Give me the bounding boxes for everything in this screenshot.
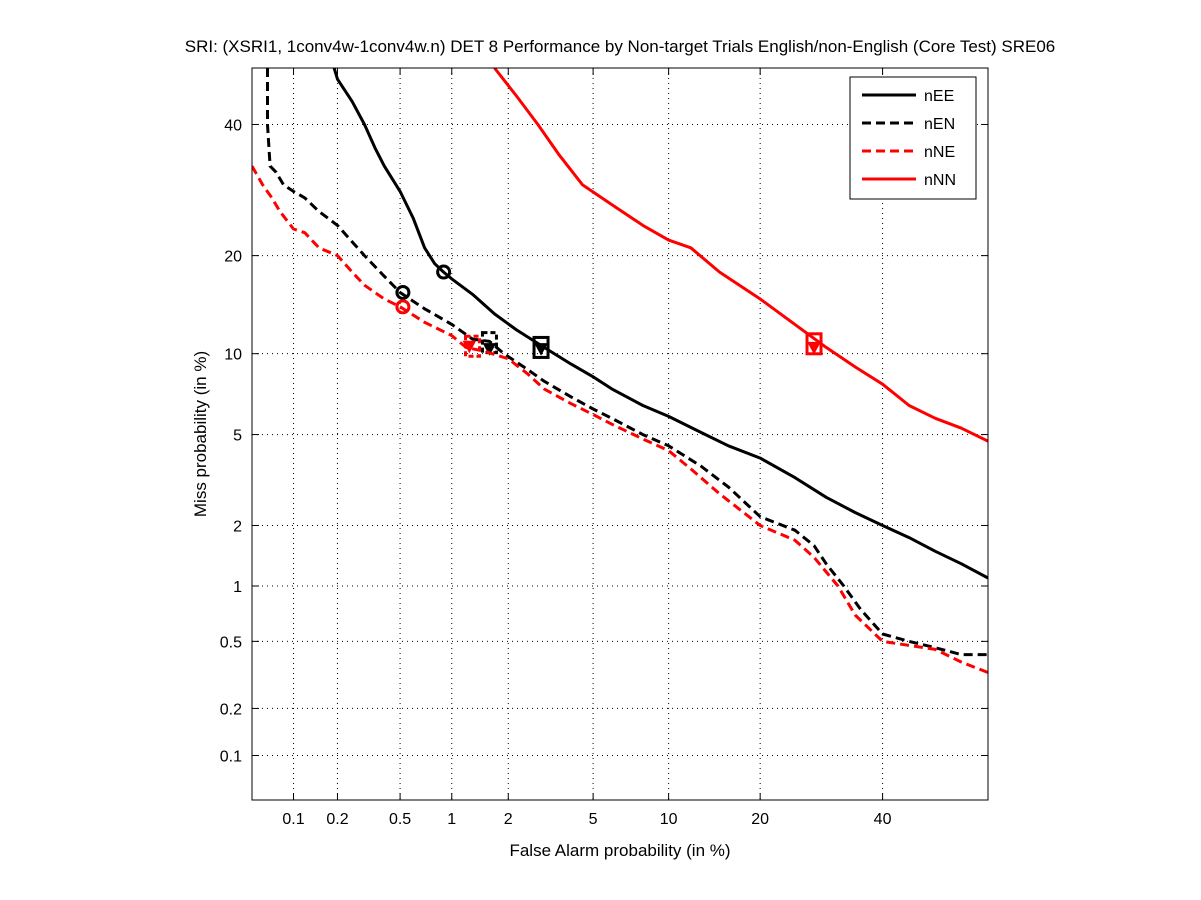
y-tick-label: 40 [224, 117, 242, 134]
marker-square-nee [532, 335, 550, 359]
series-line-nnn [493, 68, 988, 443]
legend-label-nne: nNE [924, 144, 955, 161]
legend: nEE nEN nNE nNN [849, 76, 977, 200]
plot-frame [251, 67, 989, 801]
x-tick-label: 0.5 [389, 811, 411, 828]
y-tick-label: 0.1 [220, 749, 242, 766]
legend-label-nen: nEN [924, 116, 955, 133]
marker-square-nne [464, 334, 482, 358]
y-tick-labels: 0.1 0.2 0.5 1 2 5 10 20 40 [220, 117, 242, 765]
y-tick-label: 10 [224, 347, 242, 364]
y-tick-label: 0.5 [220, 634, 242, 651]
x-tick-label: 40 [874, 811, 892, 828]
y-axis-label: Miss probability (in %) [191, 351, 210, 517]
chart-title: SRI: (XSRI1, 1conv4w-1conv4w.n) DET 8 Pe… [185, 37, 1056, 56]
series-line-nen [266, 68, 988, 657]
x-axis-label: False Alarm probability (in %) [509, 841, 730, 860]
x-tick-label: 1 [447, 811, 456, 828]
x-tick-label: 10 [660, 811, 678, 828]
series-line-nne [252, 165, 988, 674]
marker-circle-nee [436, 264, 452, 280]
y-tick-label: 5 [233, 428, 242, 445]
marker-triangle-nne [462, 340, 477, 354]
marker-triangle-nnn [807, 341, 821, 355]
series-line-nee [332, 68, 988, 580]
x-tick-label: 20 [751, 811, 769, 828]
x-tick-labels: 0.1 0.2 0.5 1 2 5 10 20 40 [282, 811, 891, 828]
y-tick-label: 0.2 [220, 701, 242, 718]
legend-label-nee: nEE [924, 88, 954, 105]
x-tick-label: 5 [589, 811, 598, 828]
marker-triangle-nen [482, 343, 497, 356]
marker-circle-nen [395, 284, 411, 300]
y-tick-label: 2 [233, 518, 242, 535]
grid [252, 68, 988, 800]
y-tick-label: 1 [233, 579, 242, 596]
marker-triangle-nee [534, 343, 548, 356]
marker-circle-nne [395, 299, 411, 315]
legend-label-nnn: nNN [924, 172, 956, 189]
y-tick-label: 20 [224, 249, 242, 266]
x-tick-label: 0.2 [326, 811, 348, 828]
plot-series [252, 68, 988, 674]
x-tick-label: 0.1 [282, 811, 304, 828]
x-tick-label: 2 [504, 811, 513, 828]
